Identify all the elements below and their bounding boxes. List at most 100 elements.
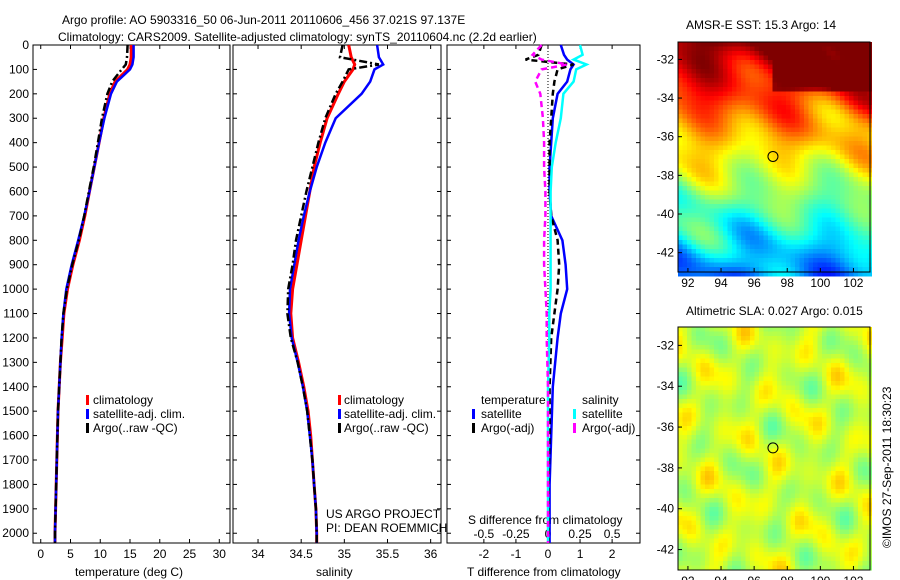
map-cell [682,168,688,173]
map-cell [741,516,746,521]
map-cell [691,435,697,440]
map-cell [795,136,800,142]
map-cell [678,385,683,391]
map-cell [682,195,688,200]
map-cell [714,82,719,88]
map-cell [754,480,760,485]
map-cell [750,520,755,526]
map-cell [772,55,778,61]
map-cell [772,91,778,97]
map-cell [777,502,782,508]
map-cell [817,516,823,521]
map-cell [862,60,868,65]
map-cell [831,235,836,241]
map-cell [691,87,697,92]
map-cell [732,46,737,52]
map-cell [754,244,760,250]
map-cell [768,421,773,427]
map-cell [804,520,809,526]
map-cell [840,363,845,368]
map-cell [772,204,778,209]
map-cell [723,96,728,101]
map-cell [799,408,805,413]
map-cell [709,520,715,526]
map-cell [840,163,845,169]
map-cell [849,471,854,476]
map-cell [862,534,868,539]
map-cell [840,96,845,101]
map-cell [768,507,773,512]
map-cell [858,525,863,530]
map-cell [678,195,683,200]
map-cell [858,484,863,490]
map-cell [858,471,863,476]
map-cell [781,457,787,463]
map-cell [804,42,809,47]
map-cell [795,529,800,535]
map-cell [786,105,791,110]
map-cell [808,525,814,530]
map-cell [700,565,706,571]
map-cell [840,439,845,445]
map-cell [736,177,742,182]
map-cell [759,336,764,341]
map-cell [813,172,818,178]
map-cell [795,172,800,178]
map-cell [678,462,683,467]
map-cell [750,547,755,553]
map-cell [700,372,706,377]
map-cell [772,231,778,236]
map-cell [777,340,782,346]
map-cell [678,354,683,359]
map-cell [732,471,737,476]
legend-swatch-argo [338,423,341,433]
map-cell [705,204,710,209]
map-cell [754,42,760,47]
map-cell [772,403,778,409]
map-cell [822,172,827,178]
map-cell [795,244,800,250]
map-cell [804,480,809,485]
map-cell [858,462,863,467]
map-cell [709,64,715,70]
map-cell [772,471,778,476]
map-cell [754,168,760,173]
map-cell [781,403,787,409]
map-cell [750,204,755,209]
map-cell [781,177,787,182]
map-cell [750,349,755,355]
map-cell [781,226,787,232]
map-cell [804,60,809,65]
map-cell [687,181,692,187]
map-cell [777,154,782,160]
map-cell [696,345,701,350]
map-cell [777,91,782,97]
map-cell [754,109,760,115]
lat-tick-label: -38 [657,461,675,475]
map-cell [682,502,688,508]
map-cell [732,412,737,418]
map-cell [696,82,701,88]
map-cell [826,222,832,227]
map-cell [763,399,769,404]
map-cell [714,213,719,218]
map-cell [799,64,805,70]
map-cell [754,507,760,512]
map-cell [732,217,737,223]
map-cell [790,367,796,373]
map-cell [678,262,683,268]
map-cell [750,507,755,512]
map-cell [853,118,859,124]
map-cell [831,331,836,337]
map-cell [741,358,746,364]
map-cell [741,502,746,508]
map-cell [714,244,719,250]
map-cell [700,87,706,92]
map-cell [786,444,791,449]
map-cell [808,208,814,214]
map-cell [786,408,791,413]
map-cell [849,399,854,404]
map-cell [804,235,809,241]
map-cell [772,426,778,431]
map-cell [754,172,760,178]
